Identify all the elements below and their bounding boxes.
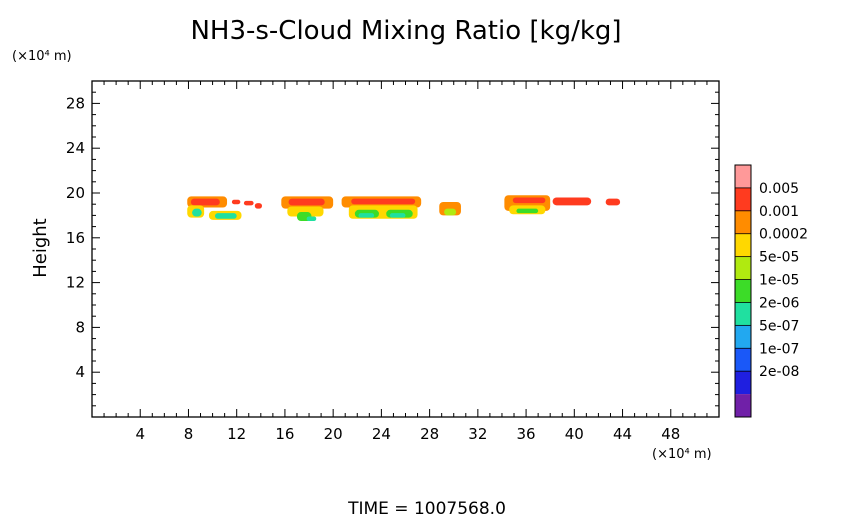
x-tick-label: 44	[613, 425, 632, 443]
x-tick-label: 8	[184, 425, 194, 443]
colorbar-swatch	[735, 394, 751, 417]
cloud-patch	[358, 213, 375, 218]
cloud-patch	[231, 199, 241, 205]
colorbar-label: 5e-05	[759, 250, 799, 266]
cloud-patch	[552, 197, 592, 206]
y-tick-label: 12	[66, 274, 85, 292]
colorbar-swatch	[735, 256, 751, 280]
colorbar-swatch	[735, 210, 751, 234]
x-axis-unit: (×10⁴ m)	[652, 447, 712, 462]
cloud-patch	[351, 198, 416, 205]
cloud-patch	[287, 206, 324, 217]
chart-title: NH3-s-Cloud Mixing Ratio [kg/kg]	[190, 16, 621, 46]
cloud-patch	[192, 208, 202, 217]
colorbar-label: 1e-05	[759, 273, 799, 289]
colorbar-swatch	[735, 279, 751, 303]
x-tick-label: 4	[135, 425, 145, 443]
x-tick-label: 20	[324, 425, 343, 443]
colorbar-swatch	[735, 233, 751, 257]
cloud-patch	[512, 197, 546, 204]
y-axis-unit: (×10⁴ m)	[12, 49, 72, 64]
colorbar-label: 2e-08	[759, 364, 799, 380]
cloud-patch	[444, 208, 457, 216]
cloud-field	[187, 195, 621, 221]
y-tick-label: 20	[66, 184, 85, 202]
colorbar-swatch	[735, 371, 751, 395]
x-tick-label: 36	[517, 425, 536, 443]
cloud-patch	[389, 213, 406, 218]
y-tick-label: 24	[66, 139, 85, 157]
y-tick-label: 28	[66, 94, 85, 112]
colorbar-label: 0.0002	[759, 227, 808, 243]
y-axis-label: Height	[30, 218, 51, 278]
colorbar-swatch	[735, 348, 751, 372]
x-tick-label: 48	[661, 425, 680, 443]
y-tick-label: 4	[75, 363, 85, 381]
x-axis: 4 8 12 16 20 24 28 32 36 40 44 48	[91, 81, 720, 443]
colorbar-label: 0.001	[759, 204, 799, 220]
colorbar-label: 0.005	[759, 181, 799, 197]
cloud-patch	[243, 200, 254, 206]
colorbar-label: 1e-07	[759, 341, 799, 357]
colorbar-swatch	[735, 302, 751, 326]
colorbar-frame	[734, 164, 752, 418]
cloud-patch	[306, 216, 317, 221]
colorbar-label: 2e-06	[759, 295, 799, 311]
cloud-patch	[516, 208, 539, 214]
colorbar-swatch	[735, 165, 751, 188]
x-tick-label: 24	[372, 425, 391, 443]
x-tick-label: 28	[420, 425, 439, 443]
cloud-patch	[214, 213, 237, 219]
x-tick-label: 32	[468, 425, 487, 443]
y-tick-label: 16	[66, 229, 85, 247]
y-axis: 4 8 12 16 20 24 28	[66, 80, 719, 418]
x-tick-label: 16	[275, 425, 294, 443]
y-tick-label: 8	[75, 318, 85, 336]
colorbar: 0.005 0.001 0.0002 5e-05 1e-05 2e-06 5e-07 1e-0…	[734, 164, 808, 418]
colorbar-swatch	[735, 325, 751, 349]
cloud-patch	[288, 198, 325, 206]
cloud-patch	[254, 203, 263, 209]
x-tick-label: 40	[565, 425, 584, 443]
x-tick-label: 12	[227, 425, 246, 443]
plot-frame	[91, 80, 720, 418]
time-stamp: TIME = 1007568.0	[347, 499, 506, 519]
colorbar-swatch	[735, 187, 751, 211]
cloud-patch	[190, 198, 220, 206]
cloud-patch	[605, 198, 621, 206]
colorbar-label: 5e-07	[759, 318, 799, 334]
